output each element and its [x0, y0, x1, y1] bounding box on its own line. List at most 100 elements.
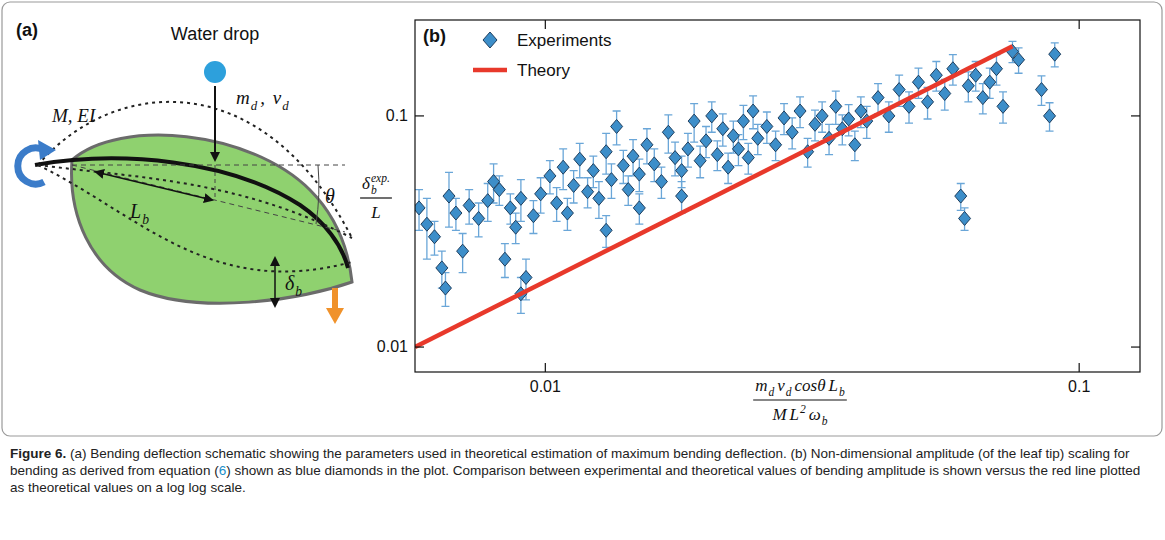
data-point	[457, 244, 469, 258]
math-label: ML2ωb	[771, 403, 827, 428]
data-point	[641, 138, 653, 152]
y-tick	[1131, 346, 1140, 347]
data-point	[535, 187, 547, 201]
data-point	[742, 151, 754, 165]
math-sub: b	[142, 212, 149, 227]
x-tick	[1079, 20, 1080, 29]
data-point	[669, 151, 681, 165]
deflection-arrow	[274, 258, 276, 306]
caption-label: Figure 6.	[10, 446, 66, 461]
math-base: δ	[362, 174, 371, 193]
data-point	[510, 220, 522, 234]
drop-label: Water drop	[171, 24, 259, 44]
force-arrow-head	[326, 308, 344, 324]
data-point	[816, 109, 828, 123]
rotation-arrow-head	[38, 140, 56, 160]
data-point	[587, 164, 599, 178]
math-base: L	[129, 200, 141, 222]
data-point	[939, 87, 951, 101]
force-arrow	[332, 288, 338, 310]
figure: (a)Water dropmd, vdθLbM, EIδb0.010.10.01…	[0, 0, 1165, 540]
data-point	[593, 191, 605, 205]
math-sub: d	[768, 386, 774, 399]
data-point	[688, 114, 700, 128]
fraction-bar	[753, 399, 847, 400]
math-label: Lb	[129, 200, 149, 227]
data-point	[778, 111, 790, 125]
y-tick	[415, 346, 424, 347]
data-point	[682, 142, 694, 156]
data-point	[617, 159, 629, 173]
caption-reference: 6	[219, 463, 227, 478]
math-base: L	[370, 203, 380, 222]
water-drop	[204, 61, 226, 83]
math-sub: d	[786, 386, 792, 399]
data-point	[655, 175, 667, 189]
fraction-bar	[360, 197, 392, 198]
data-point	[574, 152, 586, 166]
data-point	[830, 99, 842, 113]
panel-b: 0.010.10.010.1mdvdcosθLbML2ωbδbexp.L(b)E…	[360, 20, 1140, 428]
data-point	[984, 75, 996, 89]
math-sub: b	[822, 415, 828, 428]
deflection-envelope	[38, 165, 352, 238]
math-base: θ	[325, 185, 335, 207]
data-point	[568, 178, 580, 192]
data-point	[439, 281, 451, 295]
data-point	[977, 91, 989, 105]
math-label: md, vd	[236, 87, 289, 113]
math-base: M	[771, 405, 787, 424]
legend-label: Theory	[517, 61, 570, 80]
x-tick-label: 0.1	[1068, 378, 1090, 395]
y-tick-label: 0.1	[386, 107, 408, 124]
plot-data	[415, 41, 1061, 347]
math-label: δbexp.	[362, 172, 390, 197]
data-point	[600, 223, 612, 237]
data-point	[600, 145, 612, 159]
data-point	[676, 189, 688, 203]
data-point	[428, 230, 440, 244]
math-base: m	[236, 87, 250, 108]
data-point	[551, 196, 563, 210]
data-point	[611, 119, 623, 133]
guide-line	[215, 165, 216, 200]
math-label: M, EI	[51, 105, 97, 126]
data-point	[421, 217, 433, 231]
x-tick	[545, 20, 546, 29]
data-point	[893, 83, 905, 97]
y-tick-label: 0.01	[377, 338, 408, 355]
data-point	[1044, 109, 1056, 123]
data-point	[761, 119, 773, 133]
data-point	[732, 142, 744, 156]
y-tick	[415, 115, 424, 116]
panel-a: (a)Water dropmd, vdθLbM, EIδb	[16, 20, 352, 324]
math-sub: d	[251, 98, 258, 113]
math-base: v	[777, 376, 785, 395]
theory-line	[415, 46, 1012, 347]
data-point	[1013, 53, 1025, 67]
math-label: δb	[285, 272, 302, 299]
length-arrow	[96, 172, 212, 200]
deflection-envelope	[38, 165, 352, 271]
data-point	[676, 164, 688, 178]
data-point	[633, 201, 645, 215]
data-point	[872, 91, 884, 105]
data-point	[515, 191, 527, 205]
data-point	[582, 185, 594, 199]
reference-line	[72, 165, 345, 232]
data-point	[794, 104, 806, 118]
math-sup: exp.	[371, 172, 390, 185]
data-point	[605, 173, 617, 187]
plot-frame	[415, 20, 1140, 372]
drop-arrow	[214, 86, 216, 160]
data-point	[990, 62, 1002, 76]
math-base: ω	[809, 405, 821, 424]
legend-label: Experiments	[517, 31, 611, 50]
math-base: δ	[285, 272, 295, 294]
figure-panels: (a)Water dropmd, vdθLbM, EIδb0.010.10.01…	[0, 0, 1165, 440]
data-point	[747, 104, 759, 118]
data-point	[544, 169, 556, 183]
data-point	[959, 211, 971, 225]
legend-marker	[483, 32, 497, 48]
panel-label: (b)	[423, 26, 446, 46]
